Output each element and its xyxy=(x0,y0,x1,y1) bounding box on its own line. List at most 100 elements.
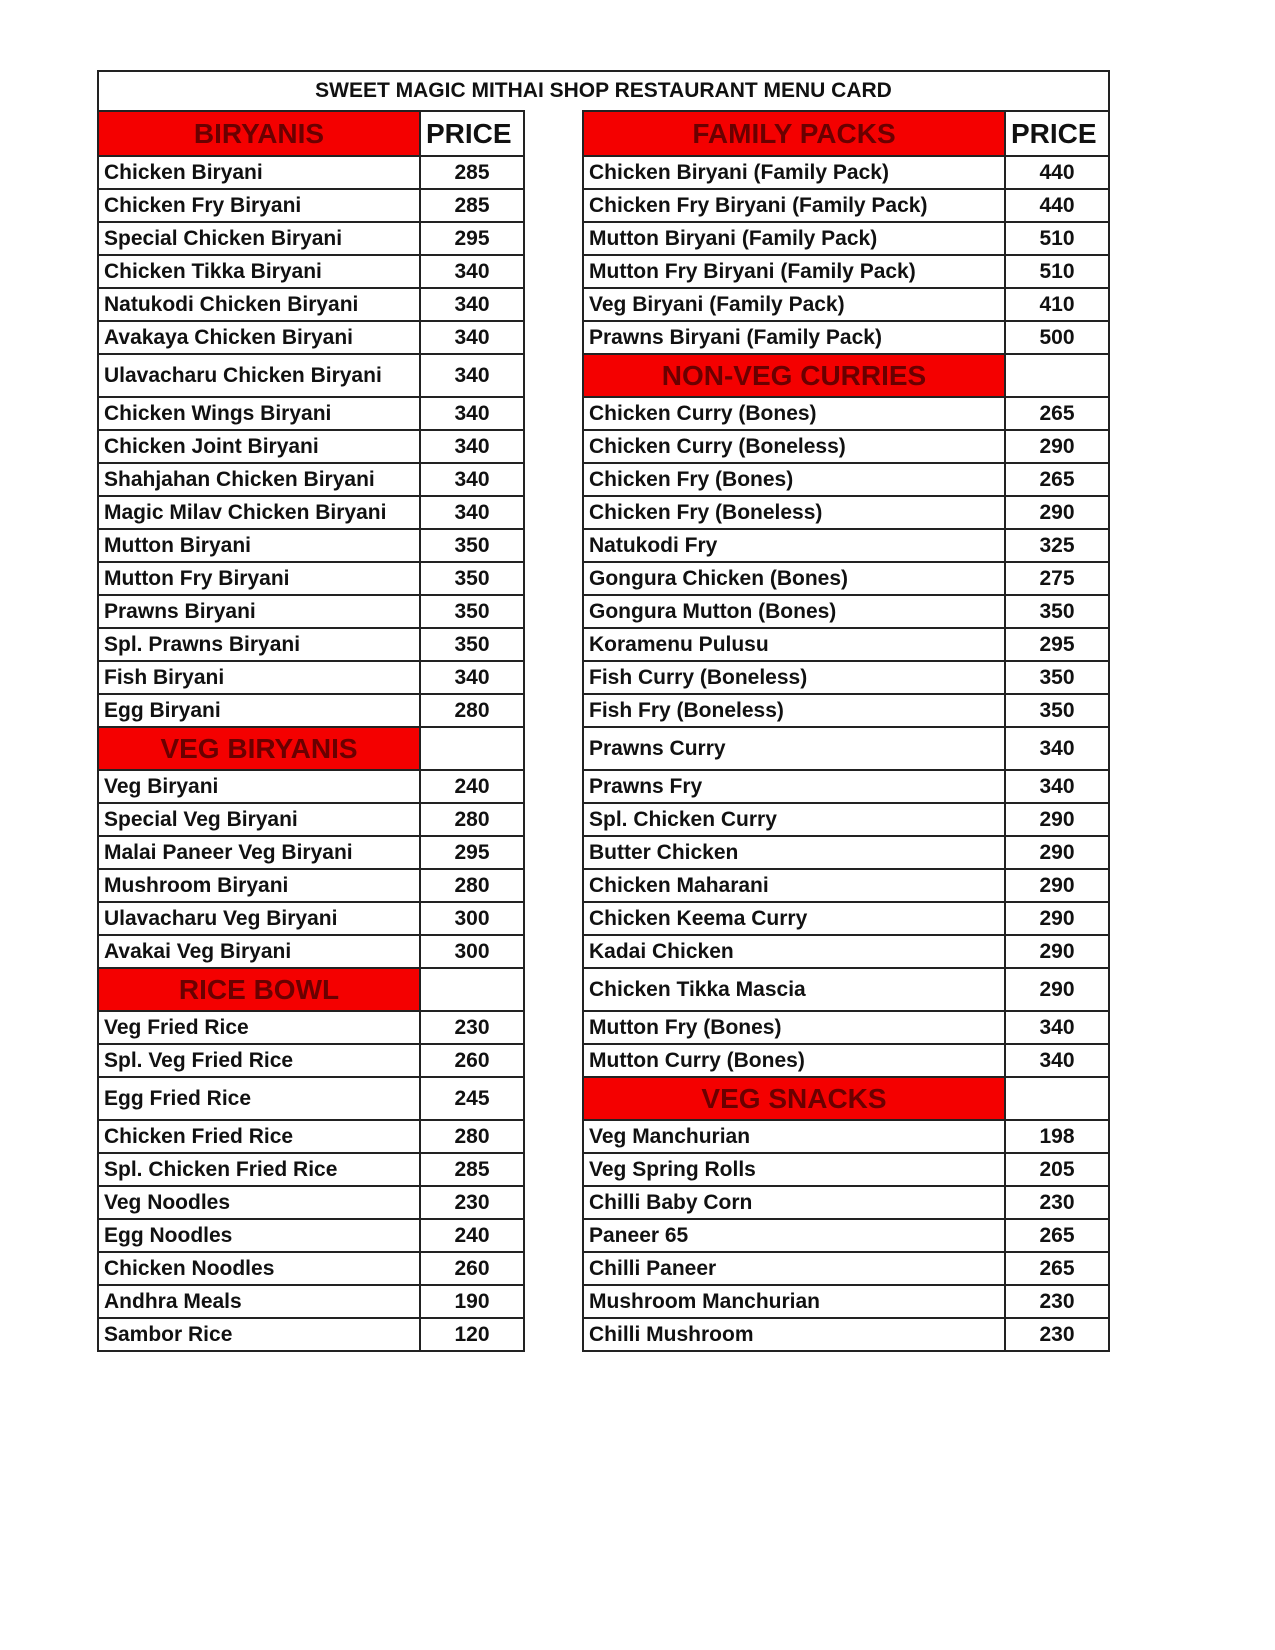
menu-row: Special Chicken Biryani 295 Mutton Biryani… xyxy=(97,221,1110,256)
column-gap xyxy=(524,1186,583,1219)
column-gap xyxy=(524,1318,583,1351)
menu-item-price: 205 xyxy=(1004,1152,1110,1187)
menu-item-name: Spl. Chicken Curry xyxy=(582,802,1006,837)
menu-row: Chicken Fry Biryani 285 Chicken Fry Biryan… xyxy=(97,188,1110,223)
menu-item-price: 350 xyxy=(419,594,525,629)
menu-item-price: 280 xyxy=(419,1119,525,1154)
menu-item-price: 340 xyxy=(419,254,525,289)
section-header: VEG BIRYANIS xyxy=(97,726,421,771)
column-gap xyxy=(524,1285,583,1318)
menu-item-name: Chicken Fry Biryani (Family Pack) xyxy=(582,188,1006,223)
menu-item-name: Fish Biryani xyxy=(97,660,421,695)
menu-row: Chicken Wings Biryani 340 Chicken Curry (B… xyxy=(97,396,1110,431)
menu-item-price: 410 xyxy=(1004,287,1110,322)
section-header-biryanis: BIRYANIS xyxy=(97,110,421,157)
menu-item-price: 260 xyxy=(419,1251,525,1286)
menu-item-name: Egg Fried Rice xyxy=(97,1076,421,1121)
menu-item-name: Spl. Prawns Biryani xyxy=(97,627,421,662)
section-header: VEG SNACKS xyxy=(582,1076,1006,1121)
menu-item-price: 500 xyxy=(1004,320,1110,355)
menu-item-name: Paneer 65 xyxy=(582,1218,1006,1253)
menu-item-price: 295 xyxy=(419,221,525,256)
menu-item-price: 240 xyxy=(419,769,525,804)
menu-item-price: 285 xyxy=(419,1152,525,1187)
menu-item-name: Veg Fried Rice xyxy=(97,1010,421,1045)
title-row: SWEET MAGIC MITHAI SHOP RESTAURANT MENU … xyxy=(97,70,1110,111)
menu-row: Ulavacharu Chicken Biryani 340 NON-VEG CUR… xyxy=(97,353,1110,398)
menu-item-name: Fish Curry (Boneless) xyxy=(582,660,1006,695)
menu-item-name: Chilli Paneer xyxy=(582,1251,1006,1286)
column-gap xyxy=(524,189,583,222)
menu-row: Sambor Rice 120 Chilli Mushroom 230 xyxy=(97,1317,1110,1352)
menu-item-name: Chicken Biryani (Family Pack) xyxy=(582,155,1006,190)
menu-item-price: 265 xyxy=(1004,1218,1110,1253)
menu-item-price: 340 xyxy=(419,287,525,322)
menu-row: Avakaya Chicken Biryani 340 Prawns Biryani… xyxy=(97,320,1110,355)
menu-item-price: 290 xyxy=(1004,901,1110,936)
menu-row: Shahjahan Chicken Biryani 340 Chicken Fry … xyxy=(97,462,1110,497)
column-gap xyxy=(524,1219,583,1252)
menu-item-price: 280 xyxy=(419,693,525,728)
menu-row: Spl. Prawns Biryani 350 Koramenu Pulusu 295 xyxy=(97,627,1110,662)
menu-item-name: Prawns Biryani xyxy=(97,594,421,629)
menu-item-name: Kadai Chicken xyxy=(582,934,1006,969)
menu-row: Mutton Biryani 350 Natukodi Fry 325 xyxy=(97,528,1110,563)
menu-item-name: Veg Biryani (Family Pack) xyxy=(582,287,1006,322)
menu-item-name: Sambor Rice xyxy=(97,1317,421,1352)
menu-item-price: 350 xyxy=(419,528,525,563)
menu-row: Spl. Veg Fried Rice 260 Mutton Curry (Bone… xyxy=(97,1043,1110,1078)
menu-item-name: Fish Fry (Boneless) xyxy=(582,693,1006,728)
menu-item-price: 265 xyxy=(1004,462,1110,497)
menu-row: Chicken Biryani 285 Chicken Biryani (Famil… xyxy=(97,155,1110,190)
menu-item-price: 280 xyxy=(419,868,525,903)
menu-item-name: Special Chicken Biryani xyxy=(97,221,421,256)
menu-item-name: Shahjahan Chicken Biryani xyxy=(97,462,421,497)
menu-row: Avakai Veg Biryani 300 Kadai Chicken 290 xyxy=(97,934,1110,969)
menu-item-name: Veg Biryani xyxy=(97,769,421,804)
menu-item-price: 240 xyxy=(419,1218,525,1253)
menu-item-price: 510 xyxy=(1004,254,1110,289)
menu-item-name: Malai Paneer Veg Biryani xyxy=(97,835,421,870)
column-gap xyxy=(524,869,583,902)
menu-item-name: Mutton Biryani (Family Pack) xyxy=(582,221,1006,256)
column-gap xyxy=(524,803,583,836)
section-header: RICE BOWL xyxy=(97,967,421,1012)
column-gap xyxy=(524,661,583,694)
column-gap xyxy=(524,430,583,463)
menu-item-name: Gongura Chicken (Bones) xyxy=(582,561,1006,596)
column-gap xyxy=(524,595,583,628)
menu-row: Ulavacharu Veg Biryani 300 Chicken Keema C… xyxy=(97,901,1110,936)
column-gap xyxy=(524,222,583,255)
menu-item-price: 275 xyxy=(1004,561,1110,596)
menu-item-price: 340 xyxy=(1004,726,1110,771)
menu-item-name: Mushroom Biryani xyxy=(97,868,421,903)
column-gap xyxy=(524,354,583,397)
column-gap xyxy=(524,496,583,529)
menu-item-name: Mutton Biryani xyxy=(97,528,421,563)
column-gap xyxy=(524,935,583,968)
menu-item-name: Spl. Veg Fried Rice xyxy=(97,1043,421,1078)
menu-item-price: 340 xyxy=(1004,1043,1110,1078)
menu-item-name: Ulavacharu Chicken Biryani xyxy=(97,353,421,398)
menu-item-name: Ulavacharu Veg Biryani xyxy=(97,901,421,936)
menu-item-name: Avakai Veg Biryani xyxy=(97,934,421,969)
price-header-right: PRICE xyxy=(1004,110,1110,157)
menu-item-price: 265 xyxy=(1004,396,1110,431)
menu-item-price: 350 xyxy=(419,627,525,662)
menu-item-name: Mushroom Manchurian xyxy=(582,1284,1006,1319)
menu-item-name: Chilli Baby Corn xyxy=(582,1185,1006,1220)
menu-item-name: Spl. Chicken Fried Rice xyxy=(97,1152,421,1187)
menu-item-price: 230 xyxy=(1004,1317,1110,1352)
menu-item-name: Chicken Tikka Mascia xyxy=(582,967,1006,1012)
column-gap xyxy=(524,1077,583,1120)
menu-item-name: Gongura Mutton (Bones) xyxy=(582,594,1006,629)
menu-item-price: 230 xyxy=(1004,1185,1110,1220)
column-gap xyxy=(524,1252,583,1285)
menu-item-price: 290 xyxy=(1004,429,1110,464)
menu-item-price: 290 xyxy=(1004,868,1110,903)
column-gap xyxy=(524,1120,583,1153)
menu-row: Veg Fried Rice 230 Mutton Fry (Bones) 340 xyxy=(97,1010,1110,1045)
menu-item-price: 340 xyxy=(1004,1010,1110,1045)
column-gap xyxy=(524,288,583,321)
menu-item-price: 440 xyxy=(1004,155,1110,190)
